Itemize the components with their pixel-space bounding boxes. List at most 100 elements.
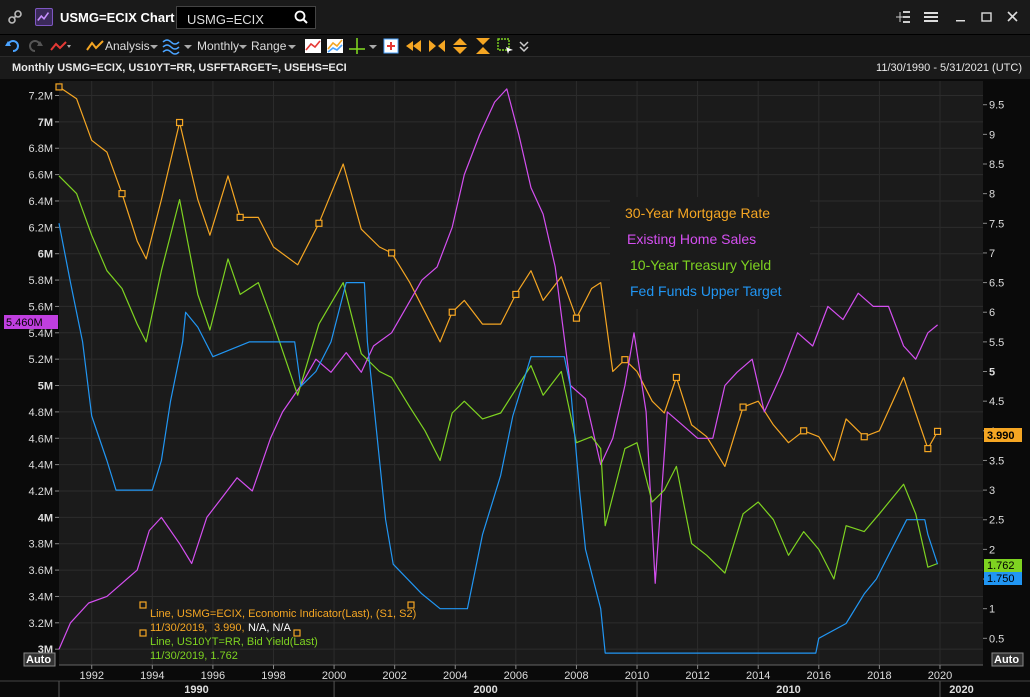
title-bar: USMG=ECIX Chart	[0, 0, 1030, 35]
left-axis-tick-label: 3.8M	[29, 539, 53, 551]
mortgage-last-value: 3.990	[987, 430, 1015, 442]
right-axis-tick-label: 6	[989, 307, 995, 319]
x-axis-tick-label: 2008	[564, 670, 588, 682]
chevron-down-icon[interactable]	[150, 37, 158, 55]
mortgage-last-badge	[984, 428, 1022, 442]
maximize-icon[interactable]	[978, 8, 996, 26]
chart-title: Monthly USMG=ECIX, US10YT=RR, USFFTARGET…	[12, 62, 347, 74]
chart-info-bar: Monthly USMG=ECIX, US10YT=RR, USFFTARGET…	[0, 57, 1030, 79]
fedfunds-last-badge	[984, 572, 1022, 585]
tooltip-line-1: Line, USMG=ECIX, Economic Indicator(Last…	[150, 608, 416, 620]
right-axis-tick-label: 0.5	[989, 633, 1004, 645]
more-options-icon[interactable]	[519, 37, 529, 55]
left-axis-tick-label: 6.8M	[29, 143, 53, 155]
right-axis-tick-label: 6.5	[989, 278, 1004, 290]
analysis-icon[interactable]	[86, 37, 104, 55]
chevron-down-icon[interactable]	[239, 37, 247, 55]
x-axis-tick-label: 2006	[504, 670, 528, 682]
tooltip-marker	[139, 601, 147, 609]
fedfunds-last-value: 1.750	[987, 573, 1015, 585]
legend-box	[610, 197, 810, 309]
right-axis-tick-label: 5	[989, 367, 995, 379]
left-axis-tick-label: 4M	[38, 512, 53, 524]
left-axis-tick-label: 5.4M	[29, 328, 53, 340]
chevron-down-icon[interactable]	[288, 37, 296, 55]
line-chart[interactable]: 7.2M 7M 6.8M 6.6M 6.4M 6.2M 6M 5.8M 5.6M 5.4M 5.2M…	[0, 79, 1030, 697]
series-marker-mortgage	[621, 356, 629, 364]
x-axis-tick-label: 2014	[746, 670, 770, 682]
right-axis-tick-label: 8	[989, 189, 995, 201]
series-line-treasury	[58, 175, 938, 580]
series-line-fedfunds	[58, 223, 939, 654]
select-icon[interactable]	[496, 37, 514, 55]
auto-scale-left-button[interactable]	[23, 652, 56, 667]
date-range-label: 11/30/1990 - 5/31/2021 (UTC)	[876, 62, 1022, 74]
series-marker-mortgage	[800, 427, 808, 435]
chart-type-icon[interactable]	[304, 37, 322, 55]
line-style-icon[interactable]	[50, 37, 72, 55]
analysis-menu[interactable]: Analysis	[105, 39, 150, 53]
x-axis-tick-label: 2002	[382, 670, 406, 682]
redo-icon[interactable]	[26, 37, 44, 55]
compare-chart-icon[interactable]	[326, 37, 344, 55]
right-axis-tick-label: 1	[989, 604, 995, 616]
ticker-search-input[interactable]	[176, 6, 316, 29]
left-axis-tick-label: 5.8M	[29, 275, 53, 287]
range-menu[interactable]: Range	[251, 39, 287, 53]
x-axis-tick-label: 1994	[140, 670, 164, 682]
legend-entry-home_sales: Existing Home Sales	[627, 231, 756, 247]
zoom-box-icon[interactable]	[382, 37, 400, 55]
series-marker-mortgage	[860, 433, 868, 441]
grid-lines	[59, 81, 983, 665]
left-axis-tick-label: 7.2M	[29, 91, 53, 103]
link-icon[interactable]	[7, 9, 23, 25]
plot-area[interactable]	[59, 81, 983, 665]
x-axis: 1992 1994 1996 1998 2000 2002 2004 2006 2008 2010…	[0, 664, 1030, 697]
series-layer	[55, 83, 942, 654]
right-axis-tick-label: 9.5	[989, 100, 1004, 112]
chart-toolbar: Analysis Monthly Range	[0, 35, 1030, 57]
period-menu[interactable]: Monthly	[197, 39, 240, 53]
treasury-last-value: 1.762	[987, 560, 1015, 572]
x-axis-tick-label: 2010	[625, 670, 649, 682]
search-icon[interactable]	[294, 10, 308, 24]
tooltip-line-4: 11/30/2019, 1.762	[150, 650, 238, 662]
right-axis-tick-label: 3	[989, 485, 995, 497]
minimize-icon[interactable]	[952, 8, 970, 26]
decade-label: 1990	[184, 684, 208, 696]
series-marker-mortgage	[236, 213, 244, 221]
left-axis-tick-label: 3.6M	[29, 565, 53, 577]
wave-icon[interactable]	[162, 37, 180, 55]
auto-scale-right-button[interactable]	[991, 652, 1024, 667]
crosshair-icon[interactable]	[348, 37, 366, 55]
series-line-home_sales	[58, 88, 938, 650]
fit-y-icon[interactable]	[474, 37, 492, 55]
chevron-down-icon[interactable]	[184, 37, 192, 55]
decade-label: 2000	[473, 684, 497, 696]
series-marker-mortgage	[118, 190, 126, 198]
chart-app-icon	[35, 8, 53, 26]
tree-view-icon[interactable]	[894, 8, 912, 26]
scroll-left-icon[interactable]	[405, 37, 423, 55]
x-axis-tick-label: 1998	[261, 670, 285, 682]
right-axis-tick-label: 5.5	[989, 337, 1004, 349]
decade-label: 2020	[949, 684, 973, 696]
series-marker-mortgage	[388, 249, 396, 257]
menu-icon[interactable]	[922, 8, 940, 26]
right-axis-tick-label: 7.5	[989, 218, 1004, 230]
series-marker-mortgage	[672, 373, 681, 382]
legend-entry-fedfunds: Fed Funds Upper Target	[630, 283, 782, 299]
right-axis-tick-label: 7	[989, 248, 995, 260]
series-marker-mortgage	[933, 427, 942, 435]
zoom-y-icon[interactable]	[451, 37, 469, 55]
zoom-out-x-icon[interactable]	[428, 37, 446, 55]
left-axis-tick-label: 7M	[38, 117, 53, 129]
close-icon[interactable]	[1004, 8, 1022, 26]
auto-scale-right-label: Auto	[994, 654, 1019, 666]
undo-icon[interactable]	[4, 37, 22, 55]
left-axis-tick-label: 6.4M	[29, 196, 53, 208]
chevron-down-icon[interactable]	[369, 37, 377, 55]
series-marker-mortgage	[924, 444, 932, 453]
left-axis: 7.2M 7M 6.8M 6.6M 6.4M 6.2M 6M 5.8M 5.6M 5.4M 5.2M…	[29, 91, 59, 656]
right-axis-tick-label: 9	[989, 129, 995, 141]
